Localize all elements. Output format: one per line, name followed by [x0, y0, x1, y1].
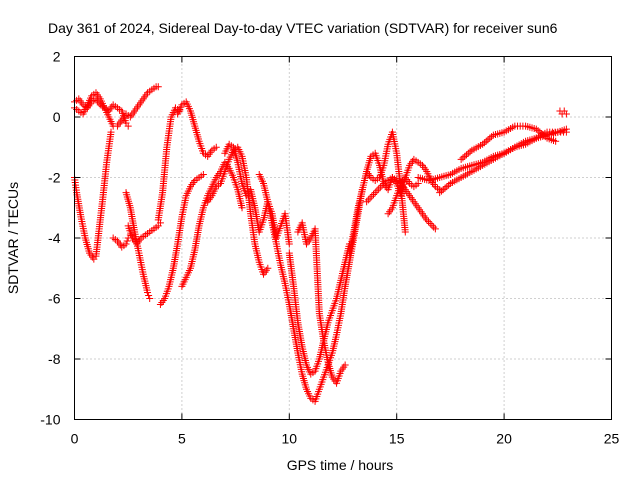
data-point-marker: [437, 187, 445, 195]
data-point-marker: [199, 170, 207, 178]
data-point-marker: [285, 240, 293, 248]
data-point-marker: [123, 237, 131, 245]
y-tick-label: 0: [53, 109, 61, 125]
series-arc-11: [204, 143, 272, 278]
data-point-marker: [376, 183, 384, 191]
y-tick-label: -8: [48, 351, 61, 367]
series-arc-22: [457, 122, 560, 163]
data-point-marker: [539, 131, 547, 139]
ticks-layer: 0 5 10 15 20 25 -10 -8 -6 -4 -2 0 2: [40, 49, 619, 447]
data-point-marker: [461, 152, 469, 160]
series-arc-10: [178, 158, 246, 290]
data-point-marker: [441, 184, 449, 192]
data-point-marker: [414, 180, 422, 188]
series-arc-8: [156, 170, 207, 309]
data-point-marker: [532, 125, 540, 133]
series-arc-15: [294, 219, 349, 387]
data-point-marker: [364, 196, 372, 204]
series-arc-14: [285, 240, 353, 378]
series-arc-23: [556, 107, 570, 118]
data-point-marker: [463, 151, 471, 159]
series-arc-4: [109, 231, 134, 251]
series-arc-6: [124, 219, 164, 248]
data-point-marker: [426, 219, 434, 227]
series-arc-7: [154, 104, 184, 224]
series-arc-13: [255, 170, 366, 405]
data-point-marker: [480, 139, 488, 147]
data-point-marker: [479, 140, 487, 148]
data-point-marker: [538, 130, 546, 138]
points-layer: [71, 83, 570, 405]
data-point-marker: [401, 228, 409, 236]
series-arc-3: [71, 128, 115, 263]
data-point-marker: [536, 128, 544, 136]
data-point-marker: [366, 194, 374, 202]
x-tick-label: 15: [389, 431, 405, 447]
data-point-marker: [423, 216, 431, 224]
y-tick-label: -2: [48, 170, 61, 186]
data-point-marker: [443, 183, 451, 191]
data-point-marker: [488, 133, 496, 141]
y-tick-label: -10: [40, 412, 60, 428]
data-point-marker: [552, 137, 560, 145]
data-point-marker: [430, 223, 438, 231]
data-point-marker: [341, 361, 349, 369]
data-point-marker: [238, 204, 246, 212]
data-point-marker: [373, 187, 381, 195]
y-tick-label: -6: [48, 291, 61, 307]
data-point-marker: [484, 136, 492, 144]
data-point-marker: [534, 127, 542, 135]
data-point-marker: [424, 218, 432, 226]
data-point-marker: [445, 181, 453, 189]
data-point-marker: [212, 143, 220, 151]
x-axis-label: GPS time / hours: [287, 457, 394, 473]
series-arc-9: [174, 98, 220, 160]
data-point-marker: [457, 155, 465, 163]
x-tick-label: 10: [282, 431, 298, 447]
data-point-marker: [562, 110, 570, 118]
data-point-marker: [363, 198, 371, 206]
data-point-marker: [145, 291, 153, 299]
data-point-marker: [378, 181, 386, 189]
series-arc-17: [363, 128, 409, 236]
y-axis-label: SDTVAR / TECUs: [5, 182, 21, 294]
y-tick-label: 2: [53, 49, 61, 65]
data-point-marker: [436, 189, 444, 197]
data-point-marker: [541, 133, 549, 141]
data-point-marker: [562, 128, 570, 136]
data-point-marker: [368, 192, 376, 200]
data-point-marker: [464, 149, 472, 157]
series-arc-19: [384, 174, 422, 218]
data-point-marker: [459, 154, 467, 162]
chart-title: Day 361 of 2024, Sidereal Day-to-day VTE…: [48, 20, 558, 36]
x-tick-label: 5: [178, 431, 186, 447]
data-point-marker: [371, 189, 379, 197]
data-point-marker: [428, 221, 436, 229]
y-tick-label: -4: [48, 230, 61, 246]
data-point-marker: [144, 288, 152, 296]
data-point-marker: [124, 122, 132, 130]
data-point-marker: [146, 295, 154, 302]
data-point-marker: [431, 225, 439, 233]
data-point-marker: [482, 137, 490, 145]
x-tick-label: 0: [71, 431, 79, 447]
data-point-marker: [264, 264, 272, 272]
data-point-marker: [154, 83, 162, 91]
data-point-marker: [375, 185, 383, 193]
data-point-marker: [122, 240, 130, 248]
series-arc-2: [71, 83, 162, 130]
data-point-marker: [370, 190, 378, 198]
x-tick-label: 20: [496, 431, 512, 447]
data-point-marker: [466, 148, 474, 156]
data-point-marker: [486, 134, 494, 142]
data-point-marker: [439, 186, 447, 194]
x-tick-label: 25: [604, 431, 620, 447]
data-point-marker: [107, 128, 115, 136]
